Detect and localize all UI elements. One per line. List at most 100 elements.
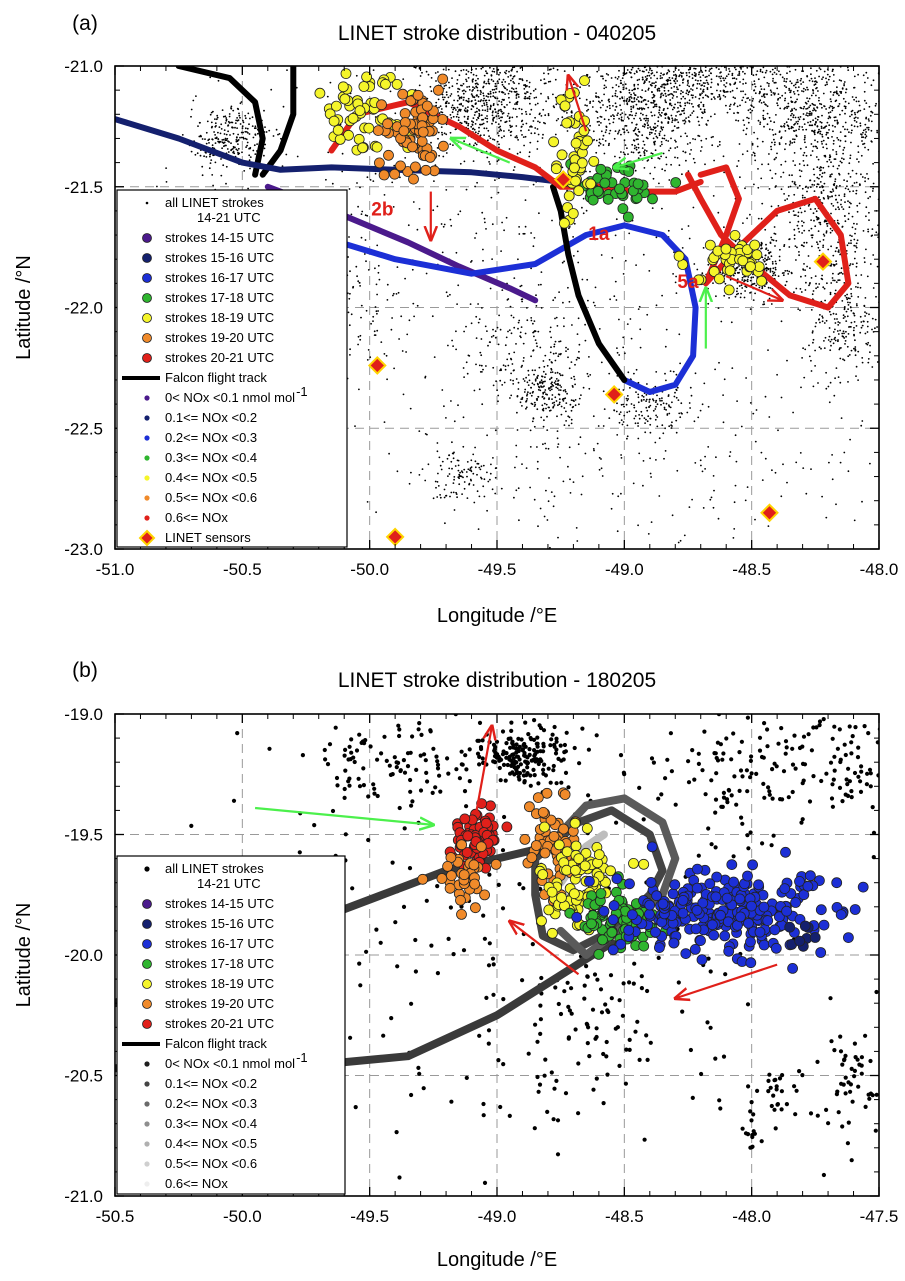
stroke-point — [527, 91, 529, 93]
stroke-point — [512, 363, 514, 365]
stroke-point — [579, 98, 581, 100]
stroke-point — [547, 365, 549, 367]
stroke-point — [485, 83, 487, 85]
stroke-point — [892, 149, 894, 151]
stroke-point — [674, 147, 676, 149]
stroke-point — [770, 237, 772, 239]
stroke-point — [829, 56, 831, 58]
stroke-point — [724, 54, 726, 56]
stroke-point — [622, 77, 624, 79]
stroke-point — [476, 108, 478, 110]
stroke-point — [788, 186, 790, 188]
stroke-point — [690, 62, 692, 64]
stroke-point — [782, 463, 784, 465]
stroke-point — [511, 315, 513, 317]
stroke-point — [832, 255, 834, 257]
stroke-point — [492, 110, 494, 112]
stroke-point — [845, 188, 847, 190]
stroke-point — [216, 115, 218, 117]
stroke-point — [818, 196, 820, 198]
stroke-point — [637, 143, 639, 145]
stroke-point — [857, 211, 859, 213]
stroke-point — [856, 266, 858, 268]
stroke-point — [794, 181, 796, 183]
stroke-point — [814, 124, 816, 126]
stroke-point — [667, 140, 669, 142]
stroke-point — [854, 258, 856, 260]
stroke-point — [462, 105, 464, 107]
stroke-point — [529, 487, 531, 489]
stroke-point — [680, 136, 682, 138]
stroke-point — [633, 130, 635, 132]
stroke-point — [763, 126, 765, 128]
stroke-point — [739, 285, 741, 287]
stroke-point — [530, 355, 532, 357]
stroke-point — [829, 116, 831, 118]
stroke-point — [493, 104, 495, 106]
stroke-point — [543, 360, 545, 362]
stroke-point — [526, 113, 528, 115]
stroke-point — [589, 54, 591, 56]
stroke-point — [832, 61, 834, 63]
stroke-point — [781, 188, 783, 190]
stroke-point — [605, 86, 607, 88]
stroke-point — [676, 86, 678, 88]
stroke-point — [609, 130, 611, 132]
stroke-point — [474, 99, 476, 101]
stroke-point — [812, 89, 814, 91]
stroke-point — [856, 247, 858, 249]
stroke-point — [608, 144, 610, 146]
stroke-point — [495, 330, 497, 332]
stroke-point — [829, 107, 831, 109]
stroke-point — [486, 115, 488, 117]
stroke-point — [482, 485, 484, 487]
stroke-point — [701, 111, 703, 113]
stroke-point — [426, 71, 428, 73]
stroke-point — [855, 354, 857, 356]
stroke-point — [720, 80, 722, 82]
stroke-point — [419, 85, 421, 87]
stroke-point — [725, 86, 727, 88]
stroke-point — [656, 304, 658, 306]
stroke-point — [656, 416, 658, 418]
stroke-point — [224, 115, 226, 117]
stroke-point — [832, 205, 834, 207]
stroke-point — [555, 134, 557, 136]
stroke-point — [536, 305, 538, 307]
stroke-point — [511, 332, 513, 334]
stroke-point — [330, 82, 332, 84]
stroke-point — [686, 11, 688, 13]
stroke-point — [765, 104, 767, 106]
stroke-point — [409, 483, 411, 485]
stroke-point — [501, 384, 503, 386]
stroke-point — [835, 322, 837, 324]
stroke-point — [490, 473, 492, 475]
stroke-point — [852, 170, 854, 172]
stroke-point — [446, 91, 448, 93]
stroke-point — [476, 75, 478, 77]
stroke-point — [247, 128, 249, 130]
stroke-point — [475, 233, 477, 235]
stroke-point — [375, 511, 377, 513]
stroke-point — [799, 118, 801, 120]
stroke-point — [679, 60, 681, 62]
stroke-point — [263, 110, 265, 112]
stroke-point — [825, 156, 827, 158]
stroke-point — [439, 61, 441, 63]
stroke-point — [843, 314, 845, 316]
stroke-point — [536, 345, 538, 347]
stroke-point — [626, 438, 628, 440]
stroke-point — [867, 362, 869, 364]
stroke-point — [791, 126, 793, 128]
stroke-point — [502, 99, 504, 101]
stroke-point — [627, 153, 629, 155]
stroke-point — [483, 134, 485, 136]
stroke-point — [790, 142, 792, 144]
stroke-point — [474, 114, 476, 116]
stroke-point — [795, 184, 797, 186]
stroke-point — [753, 184, 755, 186]
stroke-point — [654, 86, 656, 88]
stroke-point — [854, 49, 856, 51]
stroke-point — [560, 374, 562, 376]
stroke-point — [803, 108, 805, 110]
